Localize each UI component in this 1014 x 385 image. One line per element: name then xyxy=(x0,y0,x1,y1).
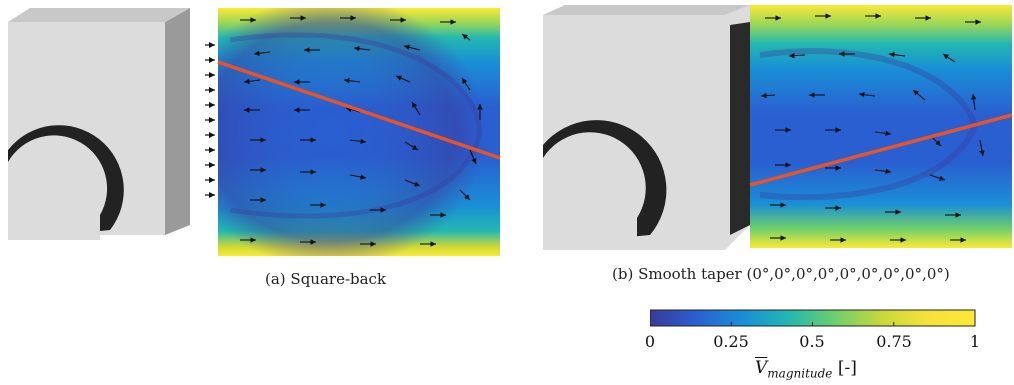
colorbar-tick-label-2: 0.5 xyxy=(799,332,825,351)
panel-a-figure xyxy=(8,8,501,256)
colorbar-tick-label-3: 0.75 xyxy=(876,332,912,351)
vortex-axis-line-b xyxy=(749,113,1013,187)
colorbar-subscript: magnitude xyxy=(767,366,833,381)
vehicle-body-a xyxy=(8,8,190,240)
colorbar: 0 0.25 0.5 0.75 1 Vmagnitude [-] xyxy=(645,308,981,383)
wheel-a xyxy=(8,135,108,240)
colorbar-gradient xyxy=(650,309,976,327)
panel-b-caption: (b) Smooth taper (0°,0°,0°,0°,0°,0°,0°,0… xyxy=(612,265,950,283)
colorbar-tick-label-0: 0 xyxy=(644,332,656,351)
flow-field-a xyxy=(218,8,500,256)
panel-a-caption: (a) Square-back xyxy=(265,270,387,288)
panel-b-figure xyxy=(543,5,1013,250)
wheel-b xyxy=(543,132,646,245)
colorbar-tick-label-4: 1 xyxy=(969,332,981,351)
colorbar-symbol: V xyxy=(755,358,768,378)
vortex-axis-line-a xyxy=(217,60,501,160)
vector-arrows-a xyxy=(240,15,483,247)
colorbar-tick-label-1: 0.25 xyxy=(713,332,749,351)
vector-arrows-b xyxy=(760,13,985,243)
wall-arrows-a xyxy=(205,42,215,198)
colorbar-title: Vmagnitude [-] xyxy=(755,358,857,380)
colorbar-unit: [-] xyxy=(837,358,857,378)
vehicle-body-b xyxy=(543,5,750,250)
